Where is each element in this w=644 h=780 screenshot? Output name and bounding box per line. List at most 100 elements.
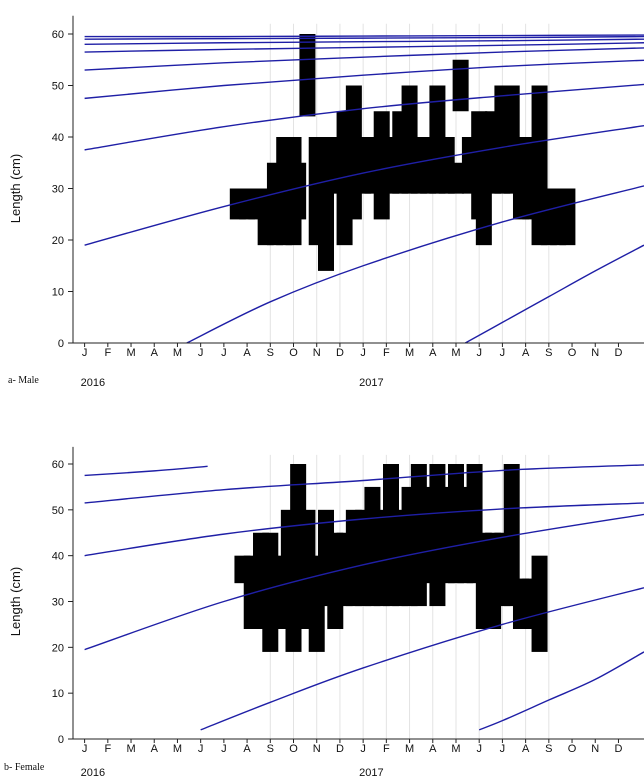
month-tick-label: M (126, 743, 135, 755)
y-tick-label: 50 (52, 505, 64, 517)
sample-bar (299, 34, 316, 117)
month-tick-label: A (522, 743, 530, 755)
month-tick-label: J (82, 743, 88, 755)
month-tick-label: J (476, 347, 482, 359)
month-tick-label: S (545, 347, 552, 359)
month-tick-label: J (360, 347, 366, 359)
length-frequency-chart-female: 0 10 20 30 40 50 60 Length (cm) J F M A M J J A S O N D J F M A… (4, 446, 644, 779)
month-tick-label: M (405, 743, 414, 755)
month-tick-label: J (500, 743, 506, 755)
y-tick-label: 40 (52, 551, 64, 563)
growth-curve (200, 587, 644, 731)
growth-curves (84, 464, 644, 731)
length-frequency-chart-male: 0 10 20 30 40 50 60 Length (cm) J F M A M J J A S O N D J F M A… (8, 15, 644, 389)
y-axis-title: Length (cm) (8, 154, 23, 223)
growth-curve (84, 34, 644, 38)
month-tick-label: F (104, 743, 111, 755)
month-tick-label: F (104, 347, 111, 359)
growth-curve (84, 83, 644, 151)
month-tick-label: A (429, 347, 437, 359)
sample-bar (447, 162, 464, 194)
y-axis-title: Length (cm) (8, 567, 23, 636)
month-tick-label: O (289, 743, 298, 755)
growth-curves (84, 34, 644, 343)
sample-bar (290, 162, 307, 220)
month-tick-label: J (476, 743, 482, 755)
y-tick-label: 60 (52, 459, 64, 471)
month-tick-label: D (614, 743, 622, 755)
month-tick-label: O (568, 743, 577, 755)
month-tick-label: O (568, 347, 577, 359)
sample-bar (559, 188, 576, 246)
y-tick-label: 20 (52, 642, 64, 654)
month-tick-label: D (336, 347, 344, 359)
month-tick-label: S (545, 743, 552, 755)
growth-curve (84, 59, 644, 100)
y-tick-label: 30 (52, 597, 64, 609)
month-tick-label: J (500, 347, 506, 359)
growth-curve (84, 502, 644, 557)
month-tick-label: M (173, 347, 182, 359)
x-axis: J F M A M J J A S O N D J F M A M J J A S O N D 2016 2017 (73, 342, 644, 389)
month-tick-label: J (360, 743, 366, 755)
y-tick-label: 60 (52, 29, 64, 41)
month-tick-label: J (221, 743, 227, 755)
growth-curve (464, 244, 644, 343)
month-tick-label: J (198, 347, 204, 359)
month-tick-label: F (383, 347, 390, 359)
month-tick-label: A (522, 347, 530, 359)
year-label: 2017 (359, 767, 383, 779)
growth-curve (84, 124, 644, 246)
y-tick-label: 30 (52, 184, 64, 196)
y-tick-label: 20 (52, 235, 64, 247)
y-tick-label: 10 (52, 688, 64, 700)
y-tick-label: 50 (52, 81, 64, 93)
month-tick-label: A (151, 743, 159, 755)
sample-bars (234, 464, 548, 652)
y-tick-label: 40 (52, 132, 64, 144)
growth-curve (84, 513, 644, 651)
sample-bars (229, 34, 576, 271)
year-label: 2016 (81, 377, 105, 389)
growth-curve (478, 651, 644, 731)
month-tick-label: A (243, 347, 251, 359)
chart-panel-male: 0 10 20 30 40 50 60 Length (cm) J F M A M J J A S O N D J F M A… (8, 15, 644, 389)
growth-curve (84, 38, 644, 45)
y-axis: 0 10 20 30 40 50 60 Length (cm) (8, 446, 74, 746)
month-tick-label: M (405, 347, 414, 359)
month-tick-label: M (451, 743, 460, 755)
y-tick-label: 10 (52, 287, 64, 299)
month-tick-label: A (243, 743, 251, 755)
year-label: 2016 (81, 767, 105, 779)
panel-label: a- Male (8, 375, 39, 386)
chart-panel-female: 0 10 20 30 40 50 60 Length (cm) J F M A M J J A S O N D J F M A… (0, 390, 644, 780)
month-tick-label: D (336, 743, 344, 755)
panel-label: b- Female (4, 762, 45, 773)
month-tick-label: D (614, 347, 622, 359)
growth-curve (84, 465, 208, 477)
month-tick-label: N (591, 743, 599, 755)
growth-curve (84, 47, 644, 71)
growth-curve (84, 35, 644, 40)
sample-bar (531, 555, 548, 652)
month-tick-label: A (151, 347, 159, 359)
month-tick-label: M (451, 347, 460, 359)
year-label: 2017 (359, 377, 383, 389)
sample-bar (452, 59, 469, 112)
sample-bar (475, 188, 492, 246)
month-tick-label: J (198, 743, 204, 755)
growth-curve (84, 464, 644, 504)
y-tick-label: 0 (58, 734, 64, 746)
y-axis: 0 10 20 30 40 50 60 Length (cm) (8, 15, 74, 350)
x-axis: J F M A M J J A S O N D J F M A M J J A S O N D 2016 2017 (73, 738, 644, 779)
month-tick-label: J (82, 347, 88, 359)
month-tick-label: S (267, 743, 274, 755)
growth-curve (186, 185, 644, 343)
growth-curve (84, 42, 644, 53)
month-tick-label: A (429, 743, 437, 755)
month-tick-label: N (313, 743, 321, 755)
month-tick-label: M (126, 347, 135, 359)
month-tick-label: N (313, 347, 321, 359)
y-tick-label: 0 (58, 338, 64, 350)
month-tick-label: O (289, 347, 298, 359)
